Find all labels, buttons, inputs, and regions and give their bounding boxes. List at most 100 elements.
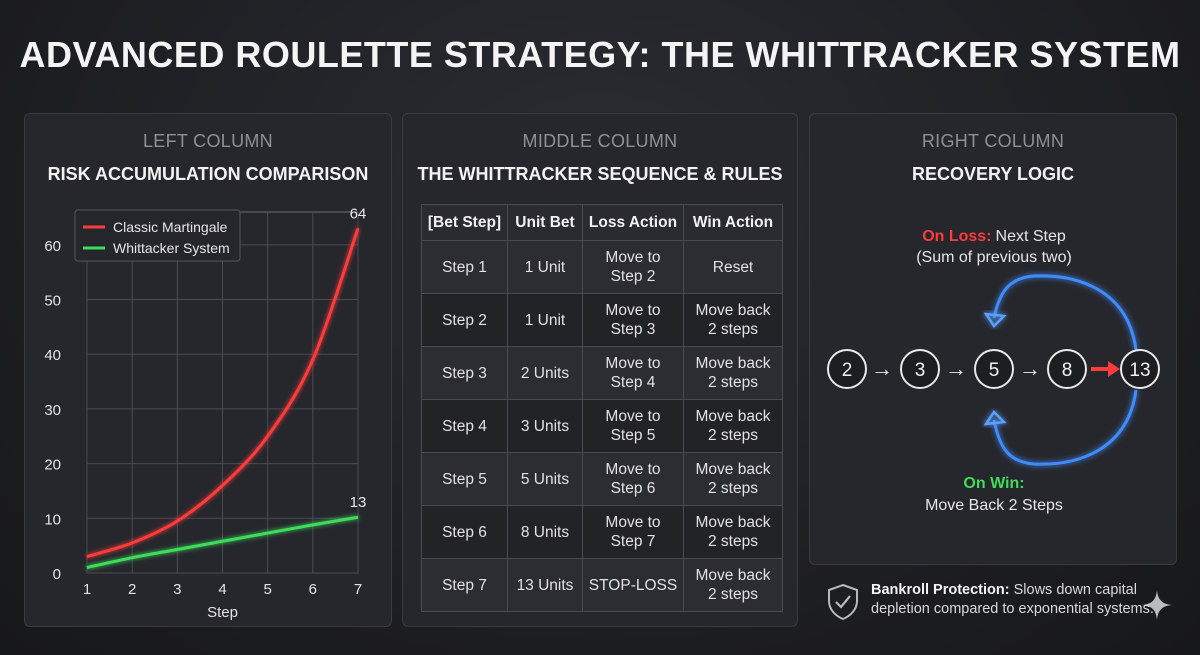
cell-unit: 5 Units (507, 452, 583, 506)
left-column-panel: LEFT COLUMN RISK ACCUMULATION COMPARISON… (24, 113, 392, 627)
cell-unit: 1 Unit (507, 293, 583, 347)
table-row: Step 5 5 Units Move to Step 6 Move back … (421, 452, 783, 506)
series-end-label: 64 (350, 205, 367, 222)
cell-unit: 2 Units (507, 346, 583, 400)
right-column-title: RECOVERY LOGIC (911, 164, 1075, 184)
table-row: Step 3 2 Units Move to Step 4 Move back … (421, 346, 783, 400)
header-unit-bet: Unit Bet (507, 204, 583, 241)
x-tick-label: 5 (263, 581, 271, 598)
legend-entry: Whittacker System (113, 240, 230, 256)
cell-loss: Move to Step 2 (582, 240, 684, 294)
cell-step: Step 1 (421, 240, 508, 294)
bankroll-protection-note: Bankroll Protection: Slows down capital … (826, 581, 1176, 625)
sequence-node-label: 3 (915, 360, 926, 381)
loss-line: On Loss: Next Step (922, 228, 1066, 245)
protection-label: Bankroll Protection: (871, 582, 1010, 598)
cell-unit: 8 Units (507, 505, 583, 559)
y-tick-label: 60 (44, 238, 61, 255)
x-tick-label: 6 (309, 581, 317, 598)
series-end-label: 13 (350, 494, 367, 511)
cell-step: Step 6 (421, 505, 508, 559)
x-tick-label: 7 (354, 581, 362, 598)
loss-loop-arc (992, 274, 1138, 351)
sequence-node: 13 (1120, 349, 1160, 389)
loss-sub: (Sum of previous two) (916, 249, 1072, 266)
cell-step: Step 4 (421, 399, 508, 453)
right-column-panel: RIGHT COLUMN RECOVERY LOGIC On Loss: Next… (809, 113, 1177, 565)
header-loss-action: Loss Action (582, 204, 684, 241)
page-title: ADVANCED ROULETTE STRATEGY: THE WHITTRAC… (19, 34, 1181, 75)
sparkle-icon (1142, 590, 1172, 620)
arrow-right-icon: → (1019, 356, 1041, 381)
cell-step: Step 7 (421, 558, 508, 612)
table-row: Step 6 8 Units Move to Step 7 Move back … (421, 505, 783, 559)
cell-unit: 1 Unit (507, 240, 583, 294)
legend-box (74, 209, 241, 262)
loss-arrow-icon (1091, 361, 1120, 377)
cell-win: Move back 2 steps (683, 505, 783, 559)
y-tick-label: 40 (44, 347, 61, 364)
table-header-row: [Bet Step] Unit Bet Loss Action Win Acti… (421, 204, 783, 241)
cell-step: Step 2 (421, 293, 508, 347)
y-tick-label: 10 (44, 511, 61, 528)
cell-step: Step 3 (421, 346, 508, 400)
x-tick-label: 2 (128, 581, 136, 598)
right-column-label: RIGHT COLUMN (921, 131, 1065, 151)
win-loop-arc (992, 389, 1138, 466)
header-win-action: Win Action (683, 204, 783, 241)
arrow-right-icon: → (945, 356, 967, 381)
cell-win: Move back 2 steps (683, 346, 783, 400)
cell-loss: STOP-LOSS (582, 558, 684, 612)
left-column-title: RISK ACCUMULATION COMPARISON (47, 164, 369, 184)
x-tick-label: 1 (83, 581, 91, 598)
cell-win: Move back 2 steps (683, 452, 783, 506)
win-loop-arrowhead (983, 410, 1007, 426)
cell-unit: 3 Units (507, 399, 583, 453)
loss-text: Next Step (996, 228, 1066, 245)
recovery-diagram: On Loss: Next Step (Sum of previous two) … (827, 228, 1160, 514)
cell-step: Step 5 (421, 452, 508, 506)
sequence-table: [Bet Step] Unit Bet Loss Action Win Acti… (421, 204, 783, 612)
sequence-node: 5 (974, 349, 1014, 389)
y-tick-label: 30 (44, 402, 61, 419)
cell-loss: Move to Step 5 (582, 399, 684, 453)
sequence-node: 8 (1047, 349, 1087, 389)
sequence-node-label: 13 (1129, 360, 1150, 381)
series-line-whittacker (86, 515, 359, 569)
cell-win: Move back 2 steps (683, 558, 783, 612)
win-text: Move Back 2 Steps (925, 497, 1063, 514)
sequence-node: 2 (827, 349, 867, 389)
sequence-node-label: 2 (842, 360, 853, 381)
cell-loss: Move to Step 7 (582, 505, 684, 559)
table-row: Step 2 1 Unit Move to Step 3 Move back 2… (421, 293, 783, 347)
cell-win: Move back 2 steps (683, 399, 783, 453)
y-tick-label: 50 (44, 293, 61, 310)
cell-win: Move back 2 steps (683, 293, 783, 347)
table-row: Step 7 13 Units STOP-LOSS Move back 2 st… (421, 558, 783, 612)
risk-chart: 0 10 20 30 40 50 60 1 2 3 4 5 6 7 Step 64 13 Classic Mar… (44, 205, 367, 621)
table-row: Step 4 3 Units Move to Step 5 Move back … (421, 399, 783, 453)
win-label: On Win: (963, 475, 1024, 492)
legend-entry: Classic Martingale (113, 219, 228, 235)
series-line-martingale (86, 227, 360, 559)
loss-label: On Loss: (922, 228, 991, 245)
middle-column-label: MIDDLE COLUMN (522, 131, 678, 151)
protection-text: Bankroll Protection: Slows down capital … (871, 581, 1176, 619)
x-tick-label: 3 (173, 581, 181, 598)
left-column-label: LEFT COLUMN (143, 131, 273, 151)
middle-column-title: THE WHITTRACKER SEQUENCE & RULES (417, 164, 783, 184)
cell-win: Reset (683, 240, 783, 294)
y-tick-label: 20 (44, 457, 61, 474)
sequence-node-label: 5 (989, 360, 1000, 381)
arrow-right-icon: → (871, 356, 893, 381)
x-tick-label: 4 (218, 581, 226, 598)
cell-unit: 13 Units (507, 558, 583, 612)
cell-loss: Move to Step 4 (582, 346, 684, 400)
sequence-node: 3 (900, 349, 940, 389)
protection-description: Slows down capital depletion compared to… (871, 582, 1154, 617)
cell-loss: Move to Step 6 (582, 452, 684, 506)
table-row: Step 1 1 Unit Move to Step 2 Reset (421, 240, 783, 294)
sequence-node-label: 8 (1062, 360, 1073, 381)
shield-check-icon (828, 583, 858, 621)
cell-loss: Move to Step 3 (582, 293, 684, 347)
